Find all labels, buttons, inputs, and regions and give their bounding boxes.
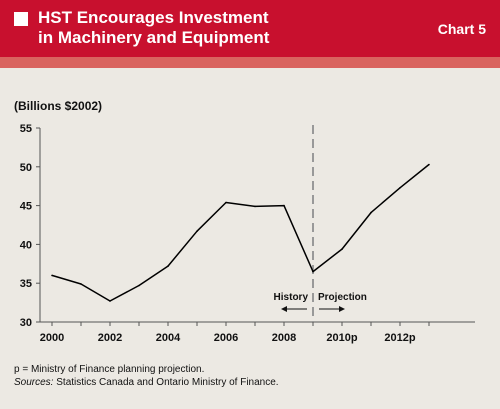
sources-label: Sources: [14, 377, 54, 388]
history-arrow-head [281, 306, 287, 312]
chart-title-line2: in Machinery and Equipment [38, 28, 270, 47]
y-tick-label: 30 [20, 317, 32, 329]
y-tick-label: 45 [20, 201, 32, 213]
title-bullet-square [14, 12, 28, 26]
sources-line: Sources: Statistics Canada and Ontario M… [14, 376, 279, 389]
y-tick-label: 35 [20, 278, 32, 290]
chart-title: HST Encourages Investment in Machinery a… [38, 8, 368, 48]
data-point [109, 300, 111, 302]
investment-series-line [51, 163, 430, 302]
x-tick-label: 2000 [40, 332, 64, 344]
data-point [225, 201, 227, 204]
y-axis-units-label: (Billions $2002) [14, 99, 103, 113]
footnote: p = Ministry of Finance planning project… [14, 363, 279, 389]
x-tick-label: 2012p [384, 332, 415, 344]
header-stripe [0, 57, 500, 68]
history-label: History [274, 292, 309, 303]
data-point [312, 270, 314, 273]
data-point [399, 187, 401, 189]
data-point [341, 248, 343, 250]
chart-title-line1: HST Encourages Investment [38, 8, 269, 27]
data-point [370, 211, 372, 214]
projection-label: Projection [318, 292, 367, 303]
y-tick-label: 55 [20, 123, 32, 135]
data-point [196, 230, 198, 232]
y-tick-label: 50 [20, 162, 32, 174]
data-point [138, 284, 140, 287]
chart-number: Chart 5 [437, 21, 486, 37]
x-tick-label: 2010p [326, 332, 357, 344]
y-tick-label: 40 [20, 239, 32, 251]
data-point [80, 283, 82, 285]
data-point [428, 163, 430, 166]
sources-text: Statistics Canada and Ontario Ministry o… [53, 377, 279, 388]
data-point [254, 205, 256, 208]
projection-arrow-head [339, 306, 345, 312]
x-tick-label: 2002 [98, 332, 122, 344]
projection-note: p = Ministry of Finance planning project… [14, 364, 205, 375]
chart-header [0, 0, 500, 57]
data-point [167, 265, 169, 267]
data-point [283, 204, 285, 207]
data-point [51, 274, 53, 277]
x-tick-label: 2004 [156, 332, 181, 344]
x-tick-label: 2008 [272, 332, 296, 344]
x-tick-label: 2006 [214, 332, 238, 344]
